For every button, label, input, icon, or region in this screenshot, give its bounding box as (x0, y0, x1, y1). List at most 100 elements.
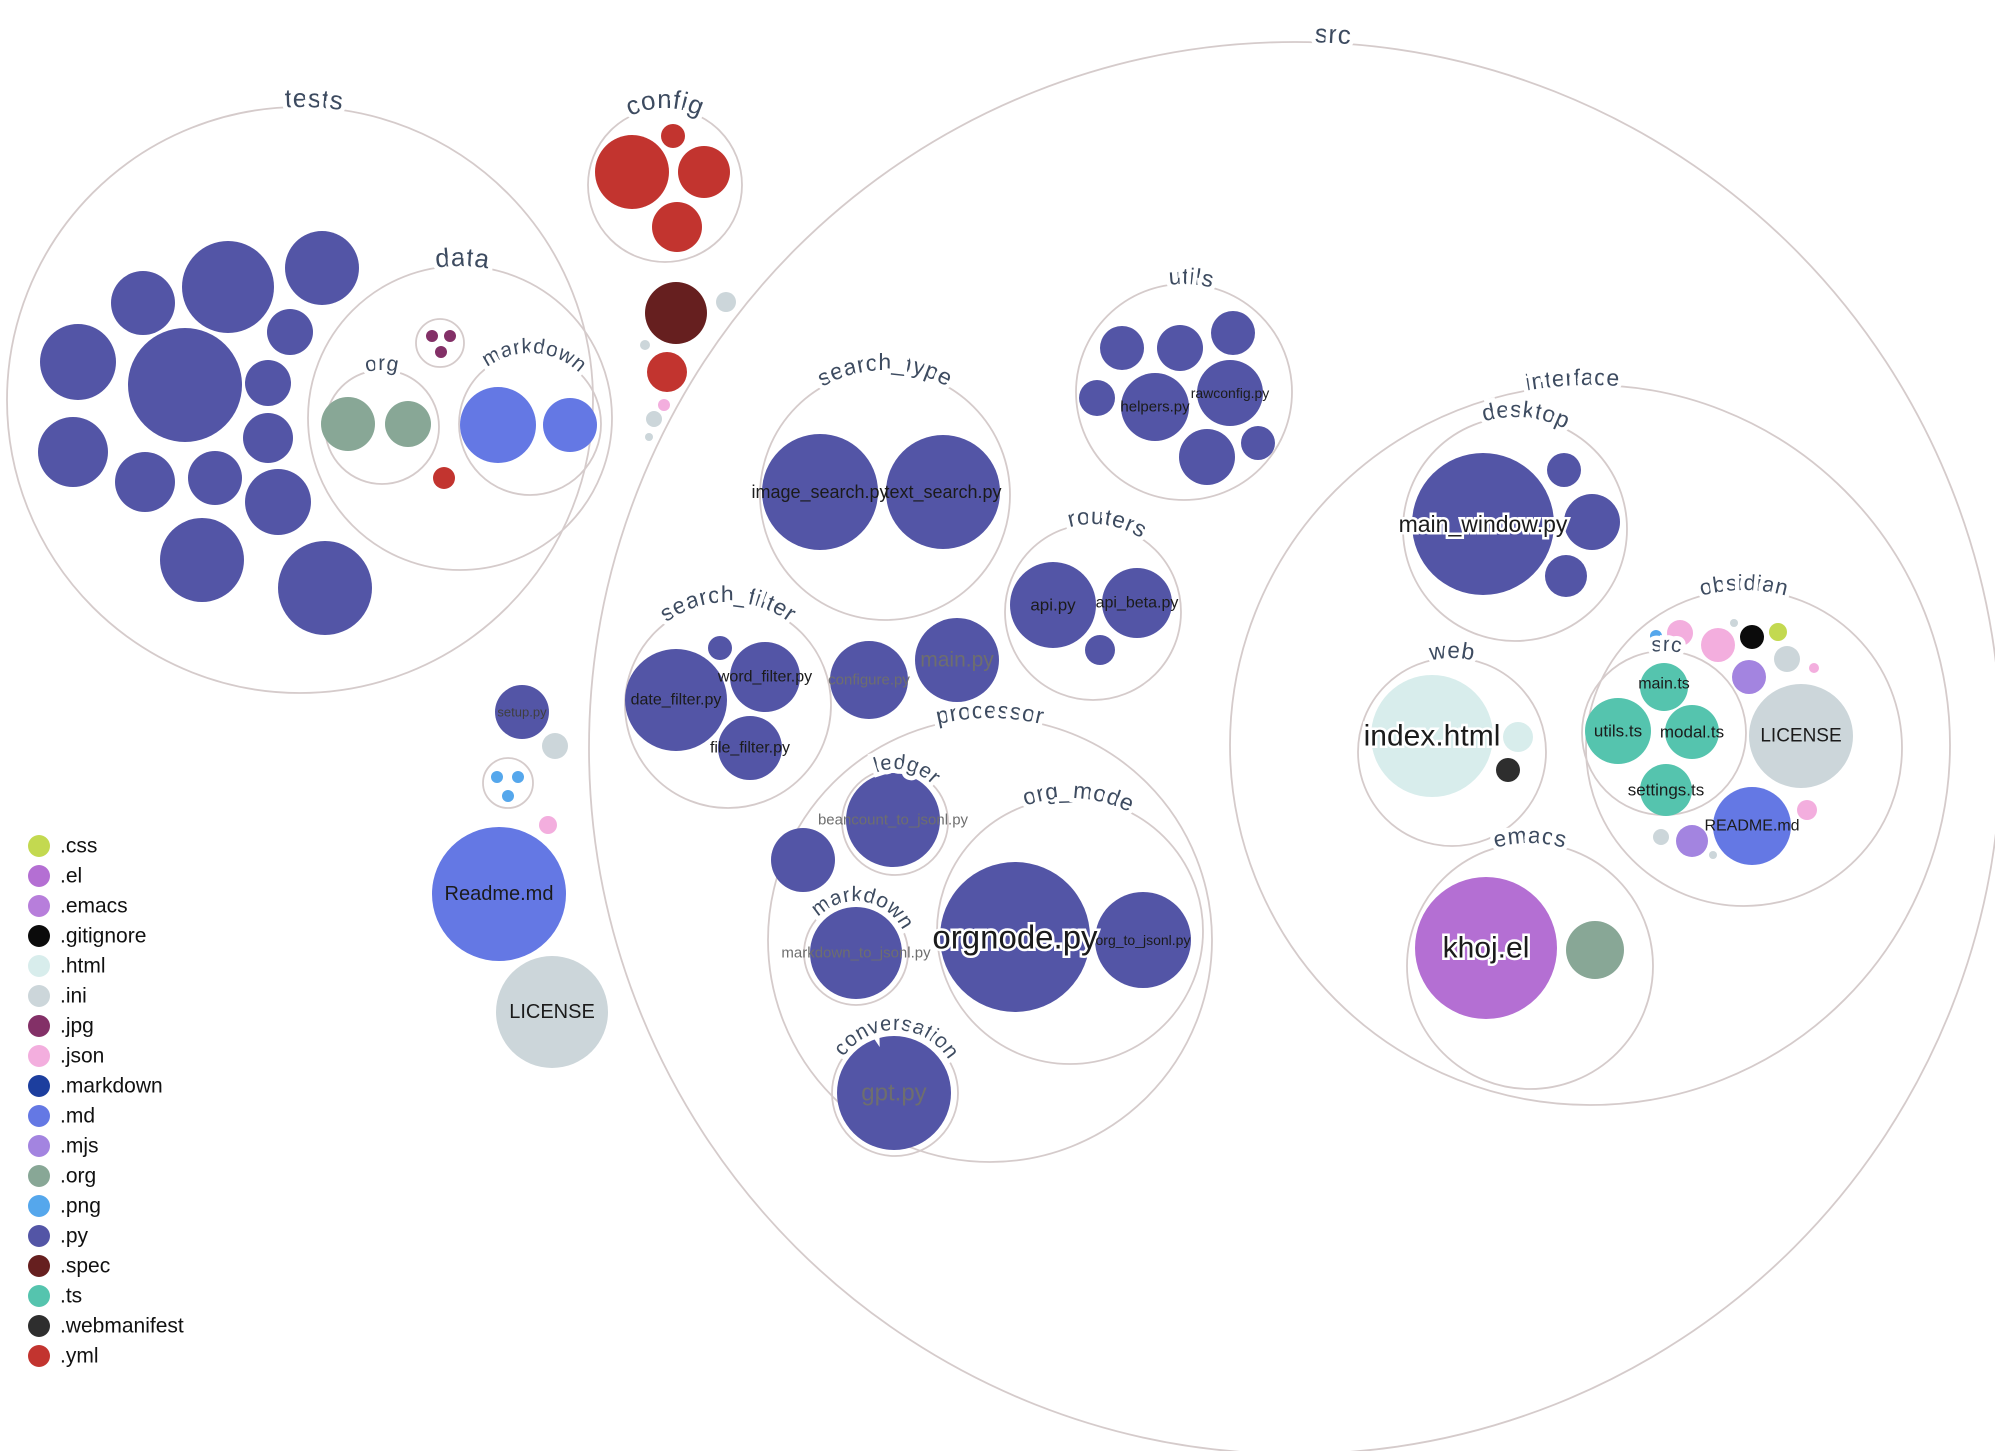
file-circle-py-10[interactable] (188, 451, 242, 505)
file-circle-settings-ts[interactable] (1640, 764, 1692, 816)
file-circle-py-8[interactable] (38, 417, 108, 487)
file-circle-css-80[interactable] (1769, 623, 1787, 641)
file-circle-readme-md[interactable] (1713, 787, 1791, 865)
file-circle-py-59[interactable] (1241, 426, 1275, 460)
file-circle-json-76[interactable] (1667, 620, 1693, 646)
file-circle-py-51[interactable] (1085, 635, 1115, 665)
file-circle-yml-21[interactable] (647, 352, 687, 392)
file-circle-readme-md[interactable] (432, 827, 566, 961)
file-circle-jpg-34[interactable] (444, 330, 456, 342)
file-circle-py-46[interactable] (708, 636, 732, 660)
file-circle-configure-py[interactable] (830, 641, 908, 719)
file-circle-ini-19[interactable] (716, 292, 736, 312)
file-circle-image-search-py[interactable] (762, 434, 878, 550)
file-circle-jpg-35[interactable] (435, 346, 447, 358)
file-circle-json-30[interactable] (539, 816, 557, 834)
folder-circle-data-3[interactable] (307, 265, 613, 571)
file-circle-word-filter-py[interactable] (730, 642, 800, 712)
file-circle-py-5[interactable] (128, 328, 242, 442)
file-circle-gpt-py[interactable] (837, 1036, 951, 1150)
file-circle-json-77[interactable] (1701, 628, 1735, 662)
file-circle-org-74[interactable] (1566, 921, 1624, 979)
file-circle-py-68[interactable] (1564, 494, 1620, 550)
file-circle-py-6[interactable] (245, 360, 291, 406)
file-circle-py-1[interactable] (182, 241, 274, 333)
file-circle-png-28[interactable] (512, 771, 524, 783)
file-circle-mjs-83[interactable] (1732, 660, 1766, 694)
folder-circle-utils-11[interactable] (1075, 283, 1293, 501)
folder-circle-ledger-13[interactable] (841, 768, 949, 876)
file-circle-py-4[interactable] (40, 324, 116, 400)
folder-circle-routers-10[interactable] (1004, 523, 1182, 701)
file-circle-api-beta-py[interactable] (1102, 568, 1172, 638)
file-circle-spec-18[interactable] (645, 282, 707, 344)
folder-circle-markdown-5[interactable] (458, 352, 602, 496)
file-circle-png-27[interactable] (491, 771, 503, 783)
file-circle-ini-26[interactable] (542, 733, 568, 759)
file-circle-org-36[interactable] (321, 397, 375, 451)
file-circle-yml-17[interactable] (652, 202, 702, 252)
file-circle-py-53[interactable] (1157, 325, 1203, 371)
file-circle-py-54[interactable] (1211, 311, 1255, 355)
file-circle-py-55[interactable] (1079, 380, 1115, 416)
file-circle-gitignore-79[interactable] (1740, 625, 1764, 649)
file-circle-py-58[interactable] (1179, 429, 1235, 485)
file-circle-orgnode-py[interactable] (940, 862, 1090, 1012)
file-circle-json-22[interactable] (658, 399, 670, 411)
file-circle-beancount-to-jsonl-py[interactable] (846, 773, 940, 867)
folder-circle-org-mode-15[interactable] (936, 797, 1204, 1065)
folder-circle-tests-1[interactable] (6, 106, 594, 694)
file-circle-markdown-to-jsonl-py[interactable] (810, 907, 902, 999)
file-circle-org-37[interactable] (385, 401, 431, 447)
file-circle-html-71[interactable] (1503, 722, 1533, 752)
file-circle-ini-78[interactable] (1730, 619, 1738, 627)
file-circle-ini-24[interactable] (645, 433, 653, 441)
file-circle-main-py[interactable] (915, 618, 999, 702)
folder-circle-src-0[interactable] (588, 41, 1995, 1451)
file-circle-py-67[interactable] (1547, 453, 1581, 487)
folder-circle-group-6[interactable] (415, 318, 465, 368)
folder-circle-group-7[interactable] (482, 757, 534, 809)
file-circle-license[interactable] (496, 956, 608, 1068)
file-circle-setup-py[interactable] (495, 685, 549, 739)
file-circle-main-ts[interactable] (1640, 663, 1688, 711)
file-circle-yml-15[interactable] (661, 124, 685, 148)
folder-circle-search-filter-9[interactable] (624, 601, 832, 809)
file-circle-py-3[interactable] (267, 309, 313, 355)
file-circle-ini-87[interactable] (1653, 829, 1669, 845)
file-circle-yml-16[interactable] (678, 146, 730, 198)
file-circle-py-60[interactable] (771, 828, 835, 892)
folder-circle-desktop-18[interactable] (1402, 416, 1628, 642)
file-circle-png-29[interactable] (502, 790, 514, 802)
file-circle-py-69[interactable] (1545, 555, 1587, 597)
file-circle-py-13[interactable] (278, 541, 372, 635)
file-circle-yml-40[interactable] (433, 467, 455, 489)
file-circle-json-86[interactable] (1797, 800, 1817, 820)
file-circle-index-html[interactable] (1371, 675, 1493, 797)
folder-circle-search-type-8[interactable] (759, 369, 1011, 621)
file-circle-py-2[interactable] (285, 231, 359, 305)
file-circle-org-to-jsonl-py[interactable] (1095, 892, 1191, 988)
file-circle-rawconfig-py[interactable] (1197, 360, 1263, 426)
file-circle-utils-ts[interactable] (1585, 698, 1651, 764)
file-circle-py-9[interactable] (115, 452, 175, 512)
file-circle-license[interactable] (1749, 684, 1853, 788)
file-circle-py-7[interactable] (243, 413, 293, 463)
file-circle-py-52[interactable] (1100, 326, 1144, 370)
file-circle-text-search-py[interactable] (886, 435, 1000, 549)
file-circle-png-75[interactable] (1650, 630, 1662, 642)
file-circle-md-39[interactable] (543, 398, 597, 452)
file-circle-py-0[interactable] (111, 271, 175, 335)
file-circle-mjs-88[interactable] (1676, 825, 1708, 857)
file-circle-khoj-el[interactable] (1415, 877, 1557, 1019)
folder-circle-markdown-14[interactable] (803, 900, 909, 1006)
file-circle-file-filter-py[interactable] (718, 716, 782, 780)
folder-circle-config-2[interactable] (587, 107, 743, 263)
file-circle-api-py[interactable] (1010, 562, 1096, 648)
file-circle-main-window-py[interactable] (1412, 453, 1554, 595)
folder-circle-processor-12[interactable] (767, 717, 1213, 1163)
folder-circle-web-19[interactable] (1357, 657, 1547, 847)
file-circle-jpg-33[interactable] (426, 330, 438, 342)
file-circle-py-12[interactable] (160, 518, 244, 602)
file-circle-helpers-py[interactable] (1121, 373, 1189, 441)
